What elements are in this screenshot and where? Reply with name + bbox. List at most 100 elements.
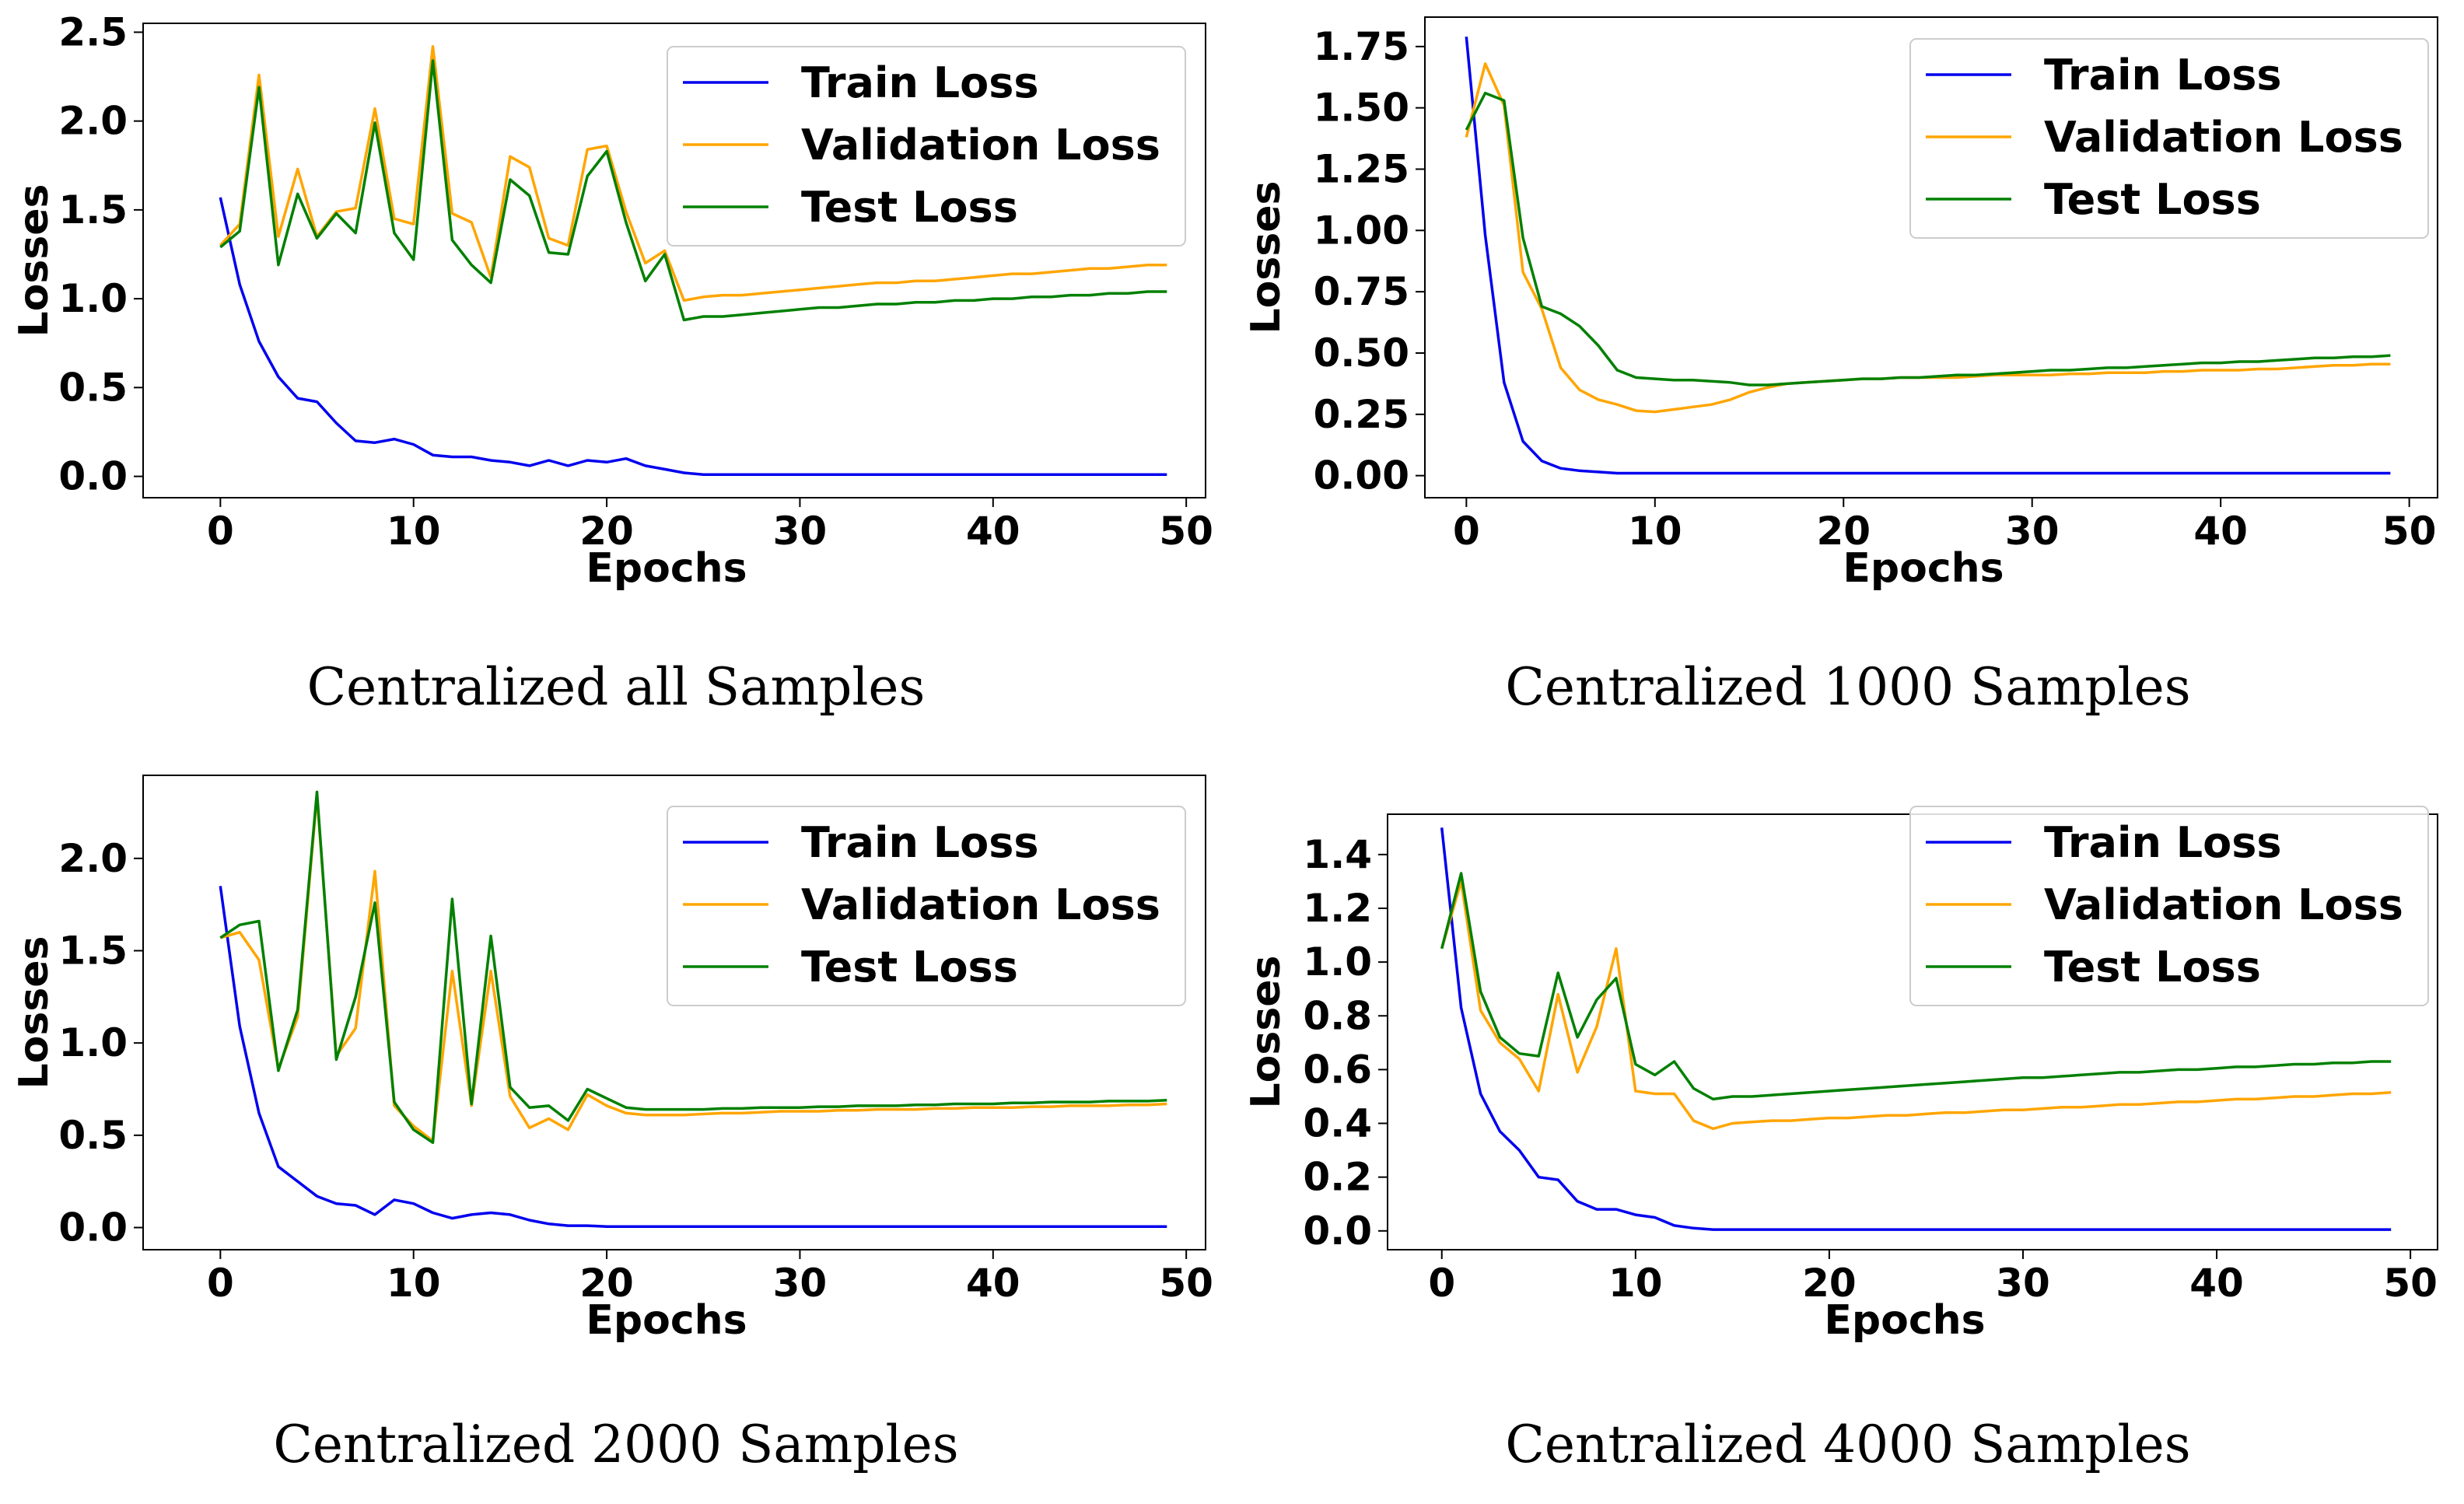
y-tick-label: 0.2 — [1303, 1155, 1372, 1200]
x-tick-label: 40 — [966, 1261, 1020, 1306]
series-line-validation-loss — [219, 44, 1167, 303]
y-axis-label: Losses — [1243, 956, 1290, 1109]
x-tick-label: 10 — [387, 509, 441, 554]
legend-label: Test Loss — [2044, 175, 2261, 224]
chart-panel-1000-samples: 0 10 20 30 40 50 0.00 0.25 0.50 0.75 1.00 1.25 1.50 1… — [1232, 0, 2464, 752]
plot-frame — [1424, 16, 2438, 498]
y-tick-label: 1.5 — [58, 187, 128, 233]
x-axis-label: Epochs — [1843, 545, 2004, 592]
y-tick-label: 0.5 — [58, 365, 128, 410]
loss-chart-2000-samples: 0 10 20 30 40 50 0.0 0.5 1.0 1.5 2.0 Epochs Losses Tr… — [11, 775, 1213, 1344]
series-line-train-loss — [219, 886, 1167, 1229]
chart-caption: Centralized 4000 Samples — [1505, 1415, 2191, 1474]
x-tick-label: 20 — [579, 1261, 634, 1306]
y-tick-label: 0.50 — [1314, 331, 1409, 376]
series-line-validation-loss — [219, 794, 1167, 1142]
y-tick-label: 0.75 — [1314, 269, 1409, 314]
legend-label: Train Loss — [2044, 818, 2282, 867]
x-tick-label: 30 — [773, 1261, 828, 1306]
x-tick-label: 50 — [1159, 509, 1213, 554]
y-axis-label: Losses — [11, 936, 58, 1090]
x-tick-label: 30 — [773, 509, 828, 554]
y-tick-label: 2.0 — [58, 99, 128, 144]
x-tick-label: 50 — [2383, 1261, 2438, 1306]
y-tick-label: 1.75 — [1314, 24, 1409, 69]
y-tick-label: 1.2 — [1303, 886, 1372, 931]
legend-label: Validation Loss — [2044, 113, 2403, 162]
legend-label: Validation Loss — [801, 121, 1160, 170]
x-tick-label: 20 — [579, 509, 634, 554]
x-tick-label: 20 — [1816, 509, 1871, 554]
plot-frame — [142, 23, 1206, 498]
y-tick-label: 0.4 — [1303, 1101, 1372, 1146]
y-tick-label: 1.0 — [1303, 939, 1372, 985]
chart-caption: Centralized 1000 Samples — [1505, 657, 2191, 717]
x-tick-label: 0 — [1428, 1261, 1455, 1306]
x-tick-label: 30 — [1996, 1261, 2050, 1306]
series-line-test-loss — [219, 790, 1167, 1145]
loss-chart-1000-samples: 0 10 20 30 40 50 0.00 0.25 0.50 0.75 1.00 1.25 1.50 1… — [1243, 16, 2438, 592]
x-tick-label: 10 — [1608, 1261, 1663, 1306]
x-tick-label: 10 — [1628, 509, 1682, 554]
series-line-validation-loss — [1440, 880, 2392, 1131]
legend-label: Validation Loss — [801, 880, 1160, 929]
legend-label: Train Loss — [801, 818, 1039, 867]
y-tick-label: 0.0 — [1303, 1208, 1372, 1254]
plot-frame — [142, 775, 1206, 1250]
legend-frame — [1909, 38, 2429, 239]
y-tick-label: 1.25 — [1314, 146, 1409, 191]
chart-panel-all-samples: 0 10 20 30 40 50 0.0 0.5 1.0 1.5 2.0 2.5 Epochs Losse… — [0, 0, 1232, 752]
y-tick-label: 1.4 — [1303, 832, 1372, 877]
y-axis-label: Losses — [11, 184, 58, 338]
y-tick-label: 0.00 — [1314, 453, 1409, 498]
loss-chart-4000-samples: 0 10 20 30 40 50 0.0 0.2 0.4 0.6 0.8 1.0 1.2 1.4 Epoch… — [1243, 806, 2438, 1344]
y-tick-label: 2.0 — [58, 836, 128, 881]
series-line-test-loss — [1440, 872, 2392, 1101]
y-tick-label: 1.0 — [58, 1020, 128, 1065]
chart-panel-2000-samples: 0 10 20 30 40 50 0.0 0.5 1.0 1.5 2.0 Epochs Losses Tr… — [0, 752, 1232, 1504]
y-tick-label: 0.5 — [58, 1113, 128, 1158]
x-tick-label: 40 — [2189, 1261, 2244, 1306]
legend-label: Test Loss — [801, 183, 1018, 232]
y-tick-label: 1.0 — [58, 276, 128, 321]
x-tick-label: 0 — [1453, 509, 1480, 554]
series-line-train-loss — [1440, 827, 2392, 1231]
loss-chart-all-samples: 0 10 20 30 40 50 0.0 0.5 1.0 1.5 2.0 2.5 Epochs Losse… — [11, 9, 1213, 592]
legend: Train Loss Validation Loss Test Loss — [1909, 38, 2429, 239]
x-tick-label: 40 — [2193, 509, 2248, 554]
y-tick-label: 0.8 — [1303, 993, 1372, 1038]
x-tick-label: 50 — [1159, 1261, 1213, 1306]
y-tick-label: 1.5 — [58, 928, 128, 973]
legend-label: Validation Loss — [2044, 880, 2403, 929]
x-tick-label: 40 — [966, 509, 1020, 554]
x-axis-label: Epochs — [586, 1297, 747, 1344]
legend-label: Train Loss — [801, 58, 1039, 107]
x-tick-label: 0 — [207, 509, 234, 554]
y-tick-label: 1.00 — [1314, 208, 1409, 253]
chart-caption: Centralized all Samples — [306, 657, 926, 717]
y-tick-label: 0.0 — [58, 454, 128, 499]
x-tick-label: 20 — [1802, 1261, 1857, 1306]
legend: Train Loss Validation Loss Test Loss — [667, 46, 1186, 247]
x-axis-label: Epochs — [586, 545, 747, 592]
y-tick-label: 0.0 — [58, 1205, 128, 1250]
x-tick-label: 50 — [2382, 509, 2437, 554]
legend-frame — [667, 46, 1186, 247]
y-tick-label: 2.5 — [58, 9, 128, 54]
y-tick-label: 0.6 — [1303, 1047, 1372, 1092]
legend-label: Test Loss — [801, 943, 1018, 992]
chart-caption: Centralized 2000 Samples — [273, 1415, 959, 1474]
y-tick-label: 0.25 — [1314, 392, 1409, 437]
legend: Train Loss Validation Loss Test Loss — [1909, 806, 2429, 1006]
series-line-test-loss — [1465, 91, 2391, 386]
series-line-test-loss — [219, 59, 1167, 322]
chart-panel-4000-samples: 0 10 20 30 40 50 0.0 0.2 0.4 0.6 0.8 1.0 1.2 1.4 Epoch… — [1232, 752, 2464, 1504]
series-line-train-loss — [219, 197, 1167, 477]
x-tick-label: 10 — [387, 1261, 441, 1306]
legend-label: Train Loss — [2044, 51, 2282, 100]
y-tick-label: 1.50 — [1314, 86, 1409, 131]
x-tick-label: 30 — [2005, 509, 2060, 554]
legend-label: Test Loss — [2044, 943, 2261, 992]
legend-frame — [1909, 806, 2429, 1006]
legend-frame — [667, 806, 1186, 1006]
